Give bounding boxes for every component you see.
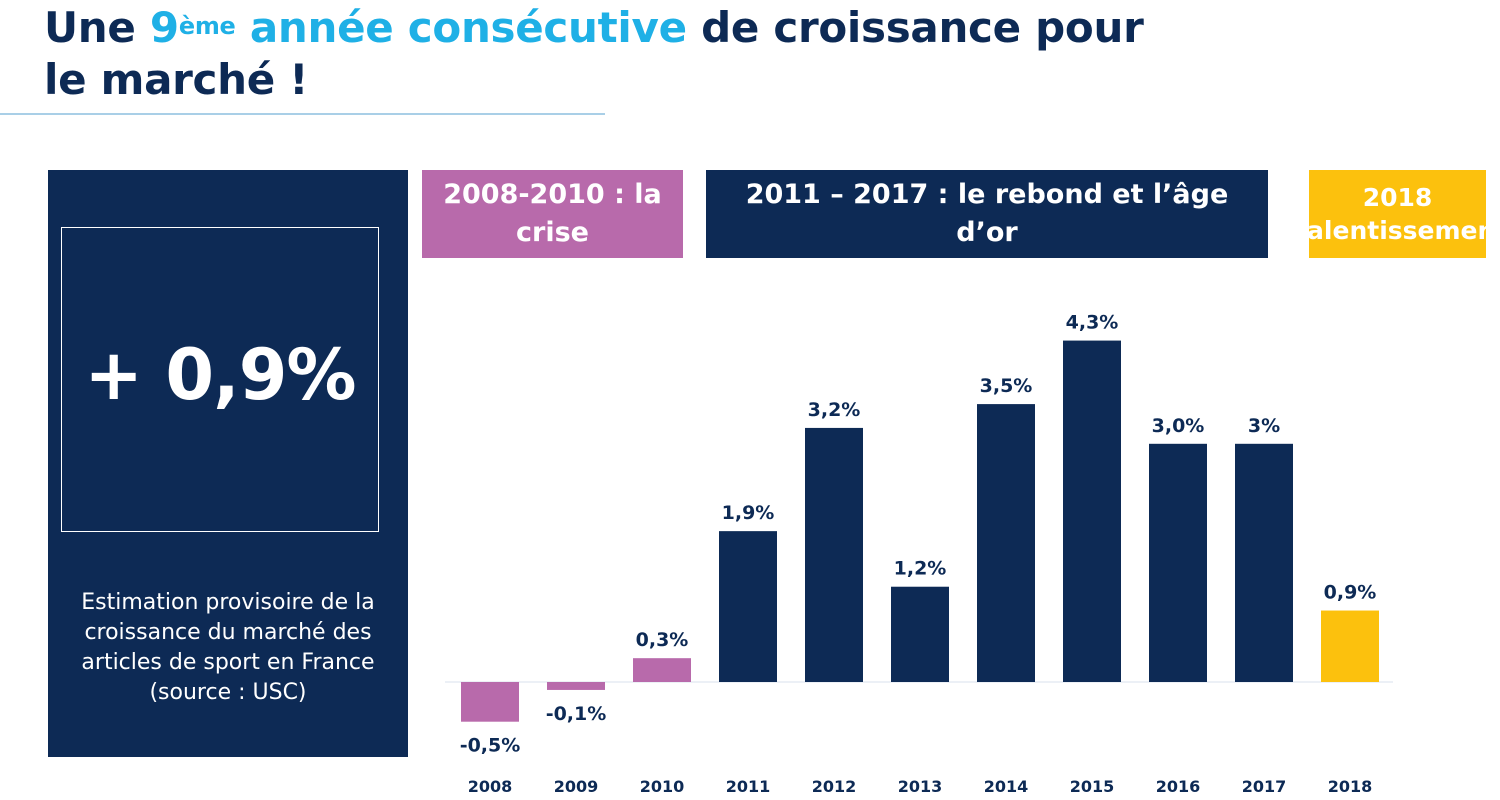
bar-2008	[461, 682, 519, 722]
data-label-2013: 1,2%	[894, 558, 947, 580]
bar-2014	[977, 404, 1035, 682]
data-label-2009: -0,1%	[546, 703, 607, 725]
bar-2013	[891, 586, 949, 682]
title-line2: le marché !	[44, 55, 309, 104]
kpi-description: Estimation provisoire de la croissance d…	[81, 590, 375, 705]
phase-slowdown-banner: 2018 Ralentissement	[1309, 170, 1486, 258]
title-part1: Une	[44, 3, 150, 52]
data-label-2017: 3%	[1248, 415, 1280, 437]
bar-2016	[1149, 443, 1207, 682]
tick-label-2012: 2012	[812, 777, 857, 796]
data-label-2008: -0,5%	[460, 735, 521, 757]
title-underline	[0, 113, 605, 115]
data-label-2014: 3,5%	[980, 375, 1033, 397]
data-label-2018: 0,9%	[1324, 582, 1377, 604]
tick-label-2016: 2016	[1156, 777, 1201, 796]
bar-2018	[1321, 610, 1379, 682]
bar-2009	[547, 682, 605, 690]
kpi-panel: + 0,9% Estimation provisoire de la crois…	[48, 170, 408, 757]
phase-crisis-banner: 2008-2010 : la crise	[422, 170, 683, 258]
title-accent2: année consécutive	[235, 3, 687, 52]
tick-label-2018: 2018	[1328, 777, 1373, 796]
data-label-2016: 3,0%	[1152, 415, 1205, 437]
tick-label-2009: 2009	[554, 777, 599, 796]
phase-crisis-label: 2008-2010 : la crise	[443, 179, 662, 248]
phase-rebound-banner: 2011 – 2017 : le rebond et l’âge d’or	[706, 170, 1268, 258]
kpi-box: + 0,9%	[61, 227, 379, 532]
tick-label-2015: 2015	[1070, 777, 1115, 796]
bar-2017	[1235, 443, 1293, 682]
data-label-2015: 4,3%	[1066, 312, 1119, 334]
bar-2011	[719, 531, 777, 682]
tick-label-2008: 2008	[468, 777, 513, 796]
bar-2015	[1063, 340, 1121, 682]
tick-label-2013: 2013	[898, 777, 943, 796]
tick-label-2011: 2011	[726, 777, 771, 796]
title-part2: de croissance pour	[686, 3, 1144, 52]
phase-slowdown-label: 2018 Ralentissement	[1309, 183, 1486, 245]
bar-2012	[805, 427, 863, 682]
title-superscript: ème	[178, 12, 236, 40]
tick-label-2010: 2010	[640, 777, 685, 796]
title-accent: 9	[149, 3, 179, 52]
kpi-value: + 0,9%	[84, 333, 356, 416]
data-label-2012: 3,2%	[808, 399, 861, 421]
page-title: Une 9ème année consécutive de croissance…	[44, 2, 1344, 106]
phase-rebound-label: 2011 – 2017 : le rebond et l’âge d’or	[745, 179, 1229, 248]
tick-label-2017: 2017	[1242, 777, 1287, 796]
tick-label-2014: 2014	[984, 777, 1029, 796]
bar-2010	[633, 658, 691, 682]
data-label-2011: 1,9%	[722, 502, 775, 524]
data-label-2010: 0,3%	[636, 629, 689, 651]
